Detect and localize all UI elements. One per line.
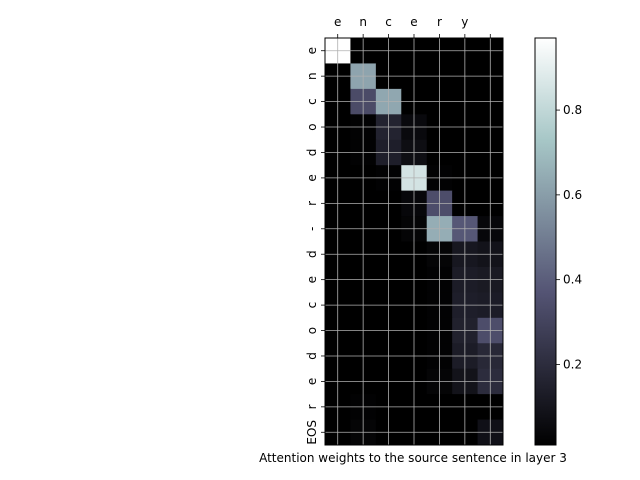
y-tick-label: r <box>305 404 319 409</box>
y-tick-label: e <box>305 47 319 54</box>
colorbar <box>534 37 557 446</box>
y-tick-label: o <box>305 123 319 130</box>
colorbar-tick-label: 0.2 <box>563 357 582 371</box>
y-tick-labels: e n c o d e r - d e c o d e r EOS <box>305 47 325 445</box>
x-tick-label: n <box>359 15 367 29</box>
colorbar-tick-label: 0.6 <box>563 188 582 202</box>
y-tick-label: EOS <box>305 420 319 445</box>
y-tick-label: n <box>305 72 319 80</box>
y-tick-label: c <box>305 98 319 105</box>
x-tick-label: e <box>334 15 341 29</box>
colorbar-ticks: 0.2 0.4 0.6 0.8 <box>556 103 582 371</box>
x-axis-label: Attention weights to the source sentence… <box>259 451 567 465</box>
colorbar-tick-label: 0.8 <box>563 103 582 117</box>
y-tick-label: e <box>305 174 319 181</box>
colorbar-tick-label: 0.4 <box>563 273 582 287</box>
y-tick-label: d <box>305 149 319 157</box>
x-tick-label: r <box>437 15 442 29</box>
y-tick-label: e <box>305 378 319 385</box>
y-tick-label: d <box>305 250 319 258</box>
y-tick-label: e <box>305 276 319 283</box>
y-tick-label: d <box>305 352 319 360</box>
y-tick-label: c <box>305 302 319 309</box>
x-tick-label: e <box>410 15 417 29</box>
y-tick-label: o <box>305 327 319 334</box>
y-tick-label: r <box>305 201 319 206</box>
y-tick-label: - <box>305 227 319 231</box>
x-tick-label: y <box>461 15 468 29</box>
x-tick-label: c <box>385 15 392 29</box>
heatmap-grid <box>325 38 503 445</box>
